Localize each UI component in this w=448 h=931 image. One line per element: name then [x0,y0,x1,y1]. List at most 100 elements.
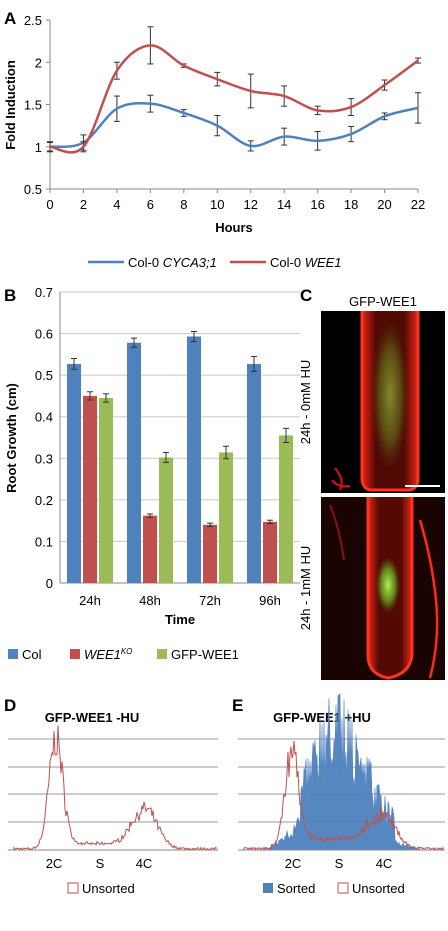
chart-b-y-tick-label: 0.7 [35,285,53,300]
chart-e-title: GFP-WEE1 +HU [273,710,371,725]
chart-a-x-tick-label: 22 [411,197,425,212]
chart-b-y-tick-label: 0.3 [35,451,53,466]
chart-a-x-tick-label: 16 [310,197,324,212]
micrograph-bottom: 24h - 1mM HU [298,497,445,680]
chart-e-unsorted-histogram [243,740,444,851]
panel-label-d: D [4,696,16,715]
root-hair-bottom [418,519,439,679]
chart-a-x-label: Hours [215,220,253,235]
chart-a-y-ticks: 0.5 1 1.5 2 2.5 [24,13,50,197]
chart-a-legend: Col-0 CYCA3;1 Col-0 WEE1 [88,255,342,270]
bar-96h-series-1 [263,521,277,583]
bar-48h-series-1 [143,515,157,583]
chart-b-x-tick-label: 96h [259,593,281,608]
legend-swatch-sorted [263,883,273,893]
panel-label-b: B [4,286,16,305]
panel-label-a: A [4,9,16,28]
chart-d-unsorted-histogram [13,725,217,851]
chart-e-tick-2c: 2C [285,856,302,871]
panel-a: A 0.5 1 1.5 2 2.5 0 2 4 6 8 10 12 14 16 18 20 22 Fold I… [3,9,425,270]
legend-swatch-unsorted-e [337,882,349,894]
chart-a-x-ticks: 0 2 4 6 8 10 12 14 16 18 20 22 [46,189,425,212]
chart-b-legend: Col WEE1KO GFP-WEE1 [8,647,239,662]
chart-a-x-tick-label: 8 [180,197,187,212]
chart-b-y-tick-label: 0.1 [35,534,53,549]
panel-d: D GFP-WEE1 -HU 2C S 4C Unsorted [4,696,218,896]
chart-a-x-tick-label: 2 [80,197,87,212]
micrograph-top-label: 24h - 0mM HU [298,360,313,445]
chart-d-tick-4c: 4C [136,856,153,871]
legend-label-unsorted-d: Unsorted [82,881,135,896]
legend-label-unsorted-e: Unsorted [352,881,405,896]
legend-label-cyca3: Col-0 CYCA3;1 [128,255,217,270]
gfp-signal-top [372,320,408,470]
chart-a-x-tick-label: 4 [113,197,120,212]
chart-a-x-tick-label: 0 [46,197,53,212]
chart-a-y-tick-label: 1 [35,140,42,155]
gfp-signal-bottom [376,557,400,613]
line-series-1 [49,44,419,154]
legend-label-gfp-wee1: GFP-WEE1 [171,647,239,662]
bar-24h-series-2 [99,398,113,583]
chart-a-y-tick-label: 2 [35,55,42,70]
chart-a-x-tick-label: 12 [243,197,257,212]
chart-d-tick-s: S [96,856,105,871]
legend-swatch-col [8,649,18,659]
legend-swatch-wee1ko [70,649,80,659]
root-hair-top [331,467,351,491]
legend-label-wee1ko: WEE1KO [84,647,132,662]
chart-b-bars [67,330,293,583]
chart-d-grid [8,738,218,823]
panel-c: C GFP-WEE1 24h - 0mM HU 24h - 1mM HU [298,286,445,680]
chart-a-x-tick-label: 10 [210,197,224,212]
chart-b-y-label: Root Growth (cm) [4,383,19,493]
chart-a-y-tick-label: 2.5 [24,13,42,28]
bar-48h-series-2 [159,457,173,583]
legend-label-wee1: Col-0 WEE1 [270,255,342,270]
legend-label-sorted: Sorted [277,881,315,896]
chart-b-x-tick-label: 48h [139,593,161,608]
bar-72h-series-2 [219,452,233,583]
chart-a-y-tick-label: 0.5 [24,182,42,197]
chart-a-x-tick-label: 14 [277,197,291,212]
chart-b-y-tick-label: 0.4 [35,410,53,425]
bar-72h-series-1 [203,524,217,583]
bar-72h-series-0 [187,336,201,583]
chart-a-plot [47,26,421,154]
root-top-outline [360,311,420,492]
line-series-0 [49,101,419,149]
panel-e: E GFP-WEE1 +HU 2C S 4C Sorted Unsorted [232,693,445,896]
chart-a-x-tick-label: 6 [147,197,154,212]
chart-b-y-tick-label: 0.2 [35,493,53,508]
chart-b-y-tick-label: 0 [46,576,53,591]
chart-e-tick-4c: 4C [376,856,393,871]
chart-b-y-ticks: 0 0.1 0.2 0.3 0.4 0.5 0.6 0.7 [35,285,53,591]
root-bottom-outline [366,497,414,680]
chart-b-x-tick-label: 72h [199,593,221,608]
legend-swatch-unsorted-d [67,882,79,894]
micrograph-bottom-label: 24h - 1mM HU [298,546,313,631]
chart-a-y-label: Fold Induction [3,60,18,150]
chart-b-x-ticks: 24h 48h 72h 96h [79,593,281,608]
panel-label-e: E [232,696,243,715]
micrograph-title: GFP-WEE1 [349,294,417,309]
chart-b-x-tick-label: 24h [79,593,101,608]
chart-b-y-tick-label: 0.5 [35,368,53,383]
root-hair-bottom-left [329,504,345,561]
bar-96h-series-2 [279,435,293,583]
bar-48h-series-0 [127,342,141,583]
micrograph-top: 24h - 0mM HU [298,311,445,493]
bar-96h-series-0 [247,363,261,583]
chart-a-x-tick-label: 20 [377,197,391,212]
chart-d-tick-2c: 2C [46,856,63,871]
chart-b-y-tick-label: 0.6 [35,327,53,342]
bar-24h-series-0 [67,363,81,583]
chart-b-x-label: Time [165,612,195,627]
panel-label-c: C [300,286,312,305]
panel-b: B 0 0.1 0.2 0.3 0.4 0.5 0.6 0.7 24h 48h 72h 96h Ro… [4,285,300,662]
chart-a-y-tick-label: 1.5 [24,98,42,113]
chart-e-tick-s: S [335,856,344,871]
bar-24h-series-1 [83,395,97,583]
legend-label-col: Col [22,647,42,662]
